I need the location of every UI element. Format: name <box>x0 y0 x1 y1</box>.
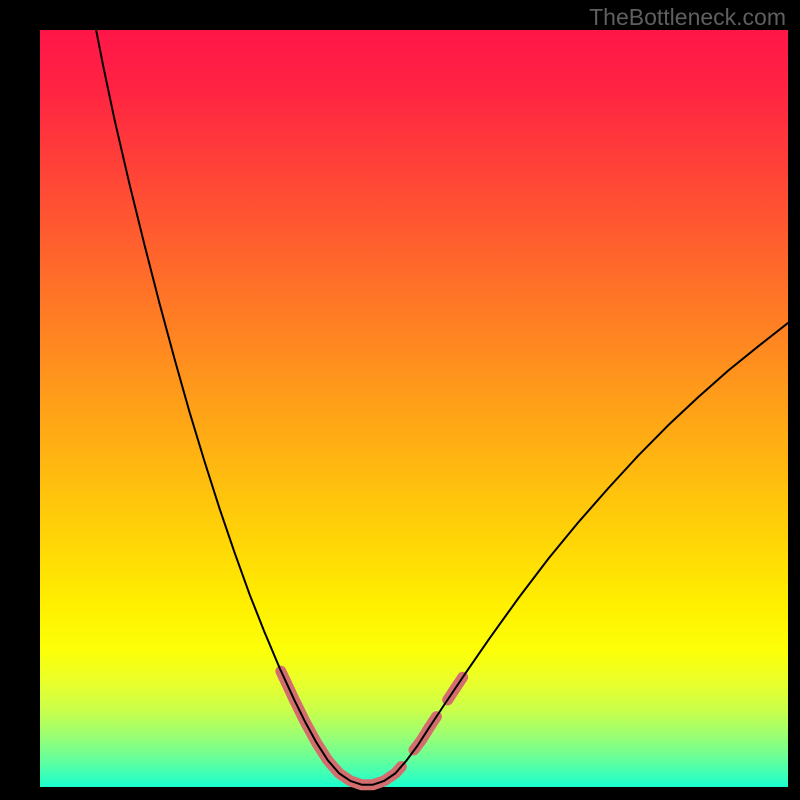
bottleneck-curve <box>96 30 788 785</box>
chart-container: { "source_watermark": { "text": "TheBott… <box>0 0 800 800</box>
highlight-segment <box>281 671 401 785</box>
source-watermark: TheBottleneck.com <box>589 4 786 31</box>
plot-area <box>40 30 788 787</box>
curve-layer <box>40 30 788 787</box>
